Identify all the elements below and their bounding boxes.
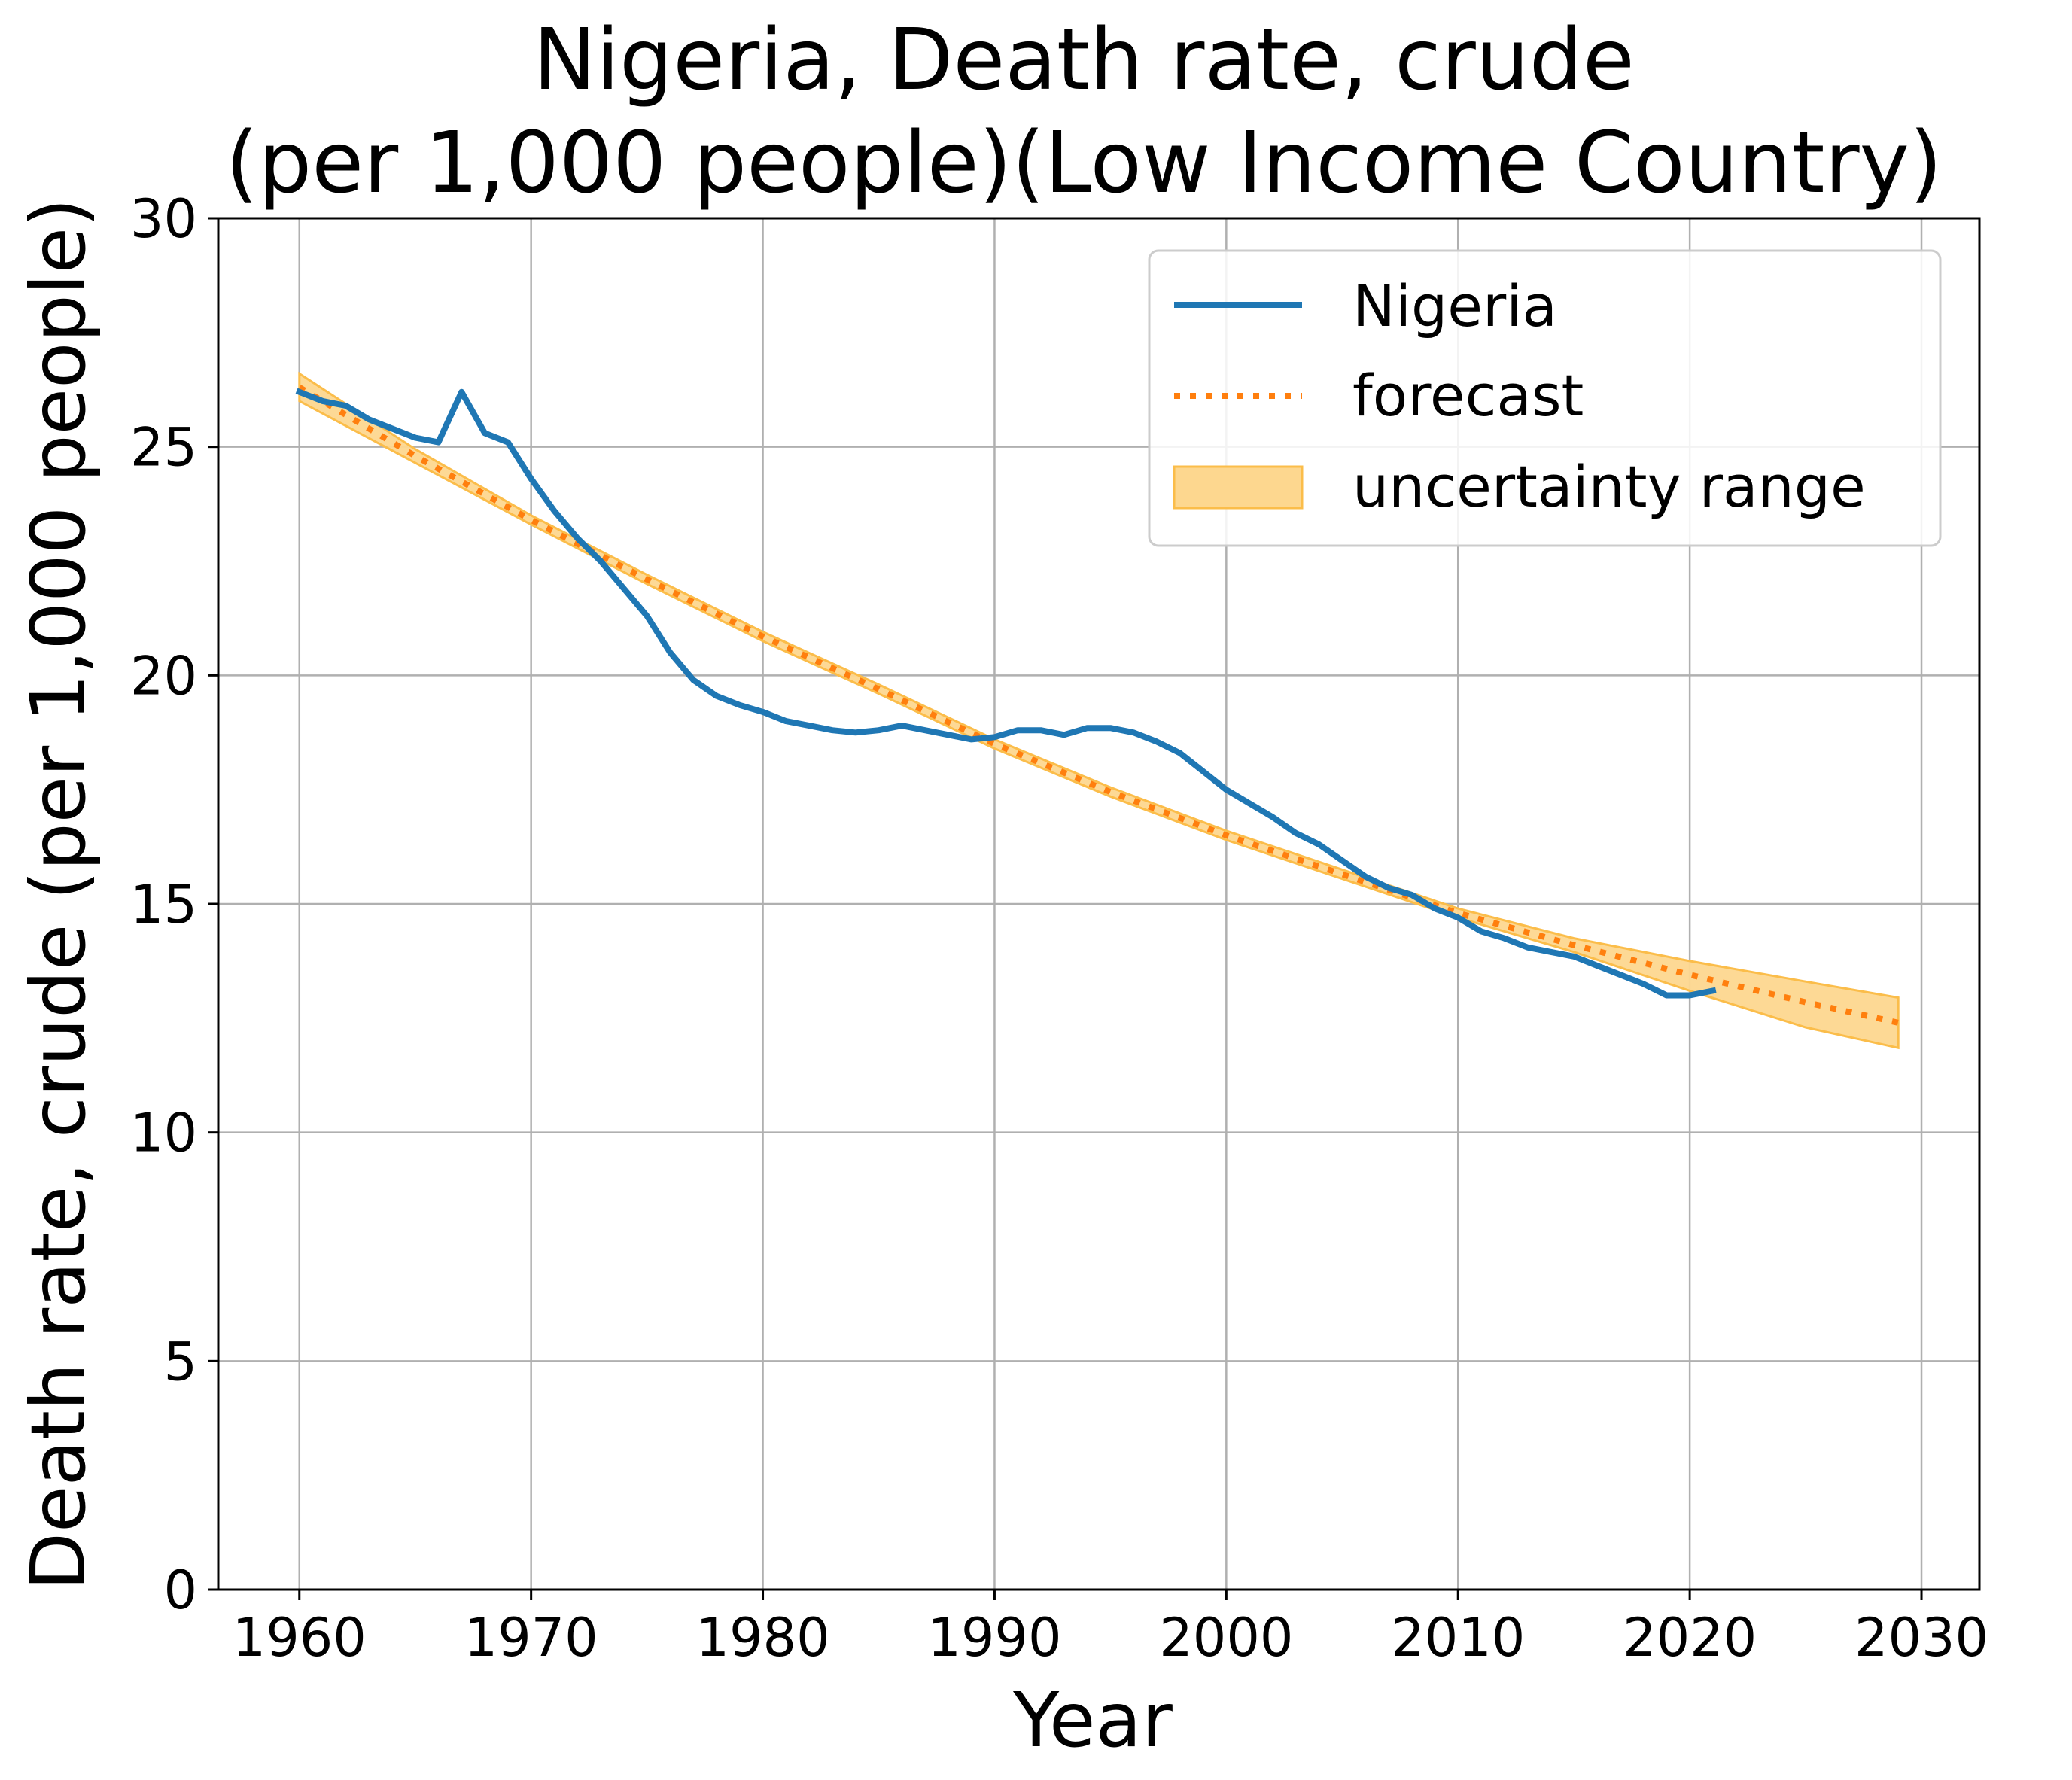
- y-tick-label: 0: [163, 1559, 197, 1621]
- legend-box: [1148, 249, 1942, 547]
- uncertainty-band-area: [298, 371, 1900, 1050]
- x-tick-label: 1990: [927, 1607, 1061, 1669]
- legend-swatch-band: [1173, 465, 1304, 510]
- nigeria-line: [295, 388, 1717, 999]
- chart-title-line-1: Nigeria, Death rate, crude: [533, 11, 1635, 109]
- nigeria-series: [295, 388, 1717, 999]
- x-tick-label: 1960: [233, 1607, 367, 1669]
- y-tick-label: 25: [130, 417, 197, 479]
- x-tick-label: 1980: [695, 1607, 829, 1669]
- x-axis-label: Year: [1012, 1676, 1173, 1764]
- y-tick-label: 10: [130, 1103, 197, 1164]
- y-tick-label: 5: [163, 1331, 197, 1392]
- y-tick-label: 30: [130, 188, 197, 250]
- x-tick-label: 2030: [1854, 1607, 1988, 1669]
- forecast-series: [297, 385, 1900, 1026]
- y-tick-label: 20: [130, 645, 197, 707]
- chart-title-line-2: (per 1,000 people)(Low Income Country): [225, 114, 1942, 212]
- legend-label-band: uncertainty range: [1352, 453, 1866, 520]
- legend-label-nigeria: Nigeria: [1352, 272, 1557, 339]
- y-tick-label: 15: [130, 874, 197, 936]
- legend-label-forecast: forecast: [1352, 362, 1584, 429]
- x-tick-label: 2000: [1159, 1607, 1293, 1669]
- tick-labels: 1960 1970 1980 1990 2000 2010 2020 203005101520…: [130, 188, 1988, 1669]
- forecast-line: [297, 385, 1900, 1026]
- y-axis-label: Death rate, crude (per 1,000 people): [14, 198, 102, 1590]
- x-tick-label: 2020: [1623, 1607, 1757, 1669]
- x-tick-label: 2010: [1391, 1607, 1525, 1669]
- uncertainty-band: [298, 371, 1900, 1050]
- legend: Nigeria forecast uncertainty range: [1148, 249, 1942, 547]
- x-tick-label: 1970: [464, 1607, 598, 1669]
